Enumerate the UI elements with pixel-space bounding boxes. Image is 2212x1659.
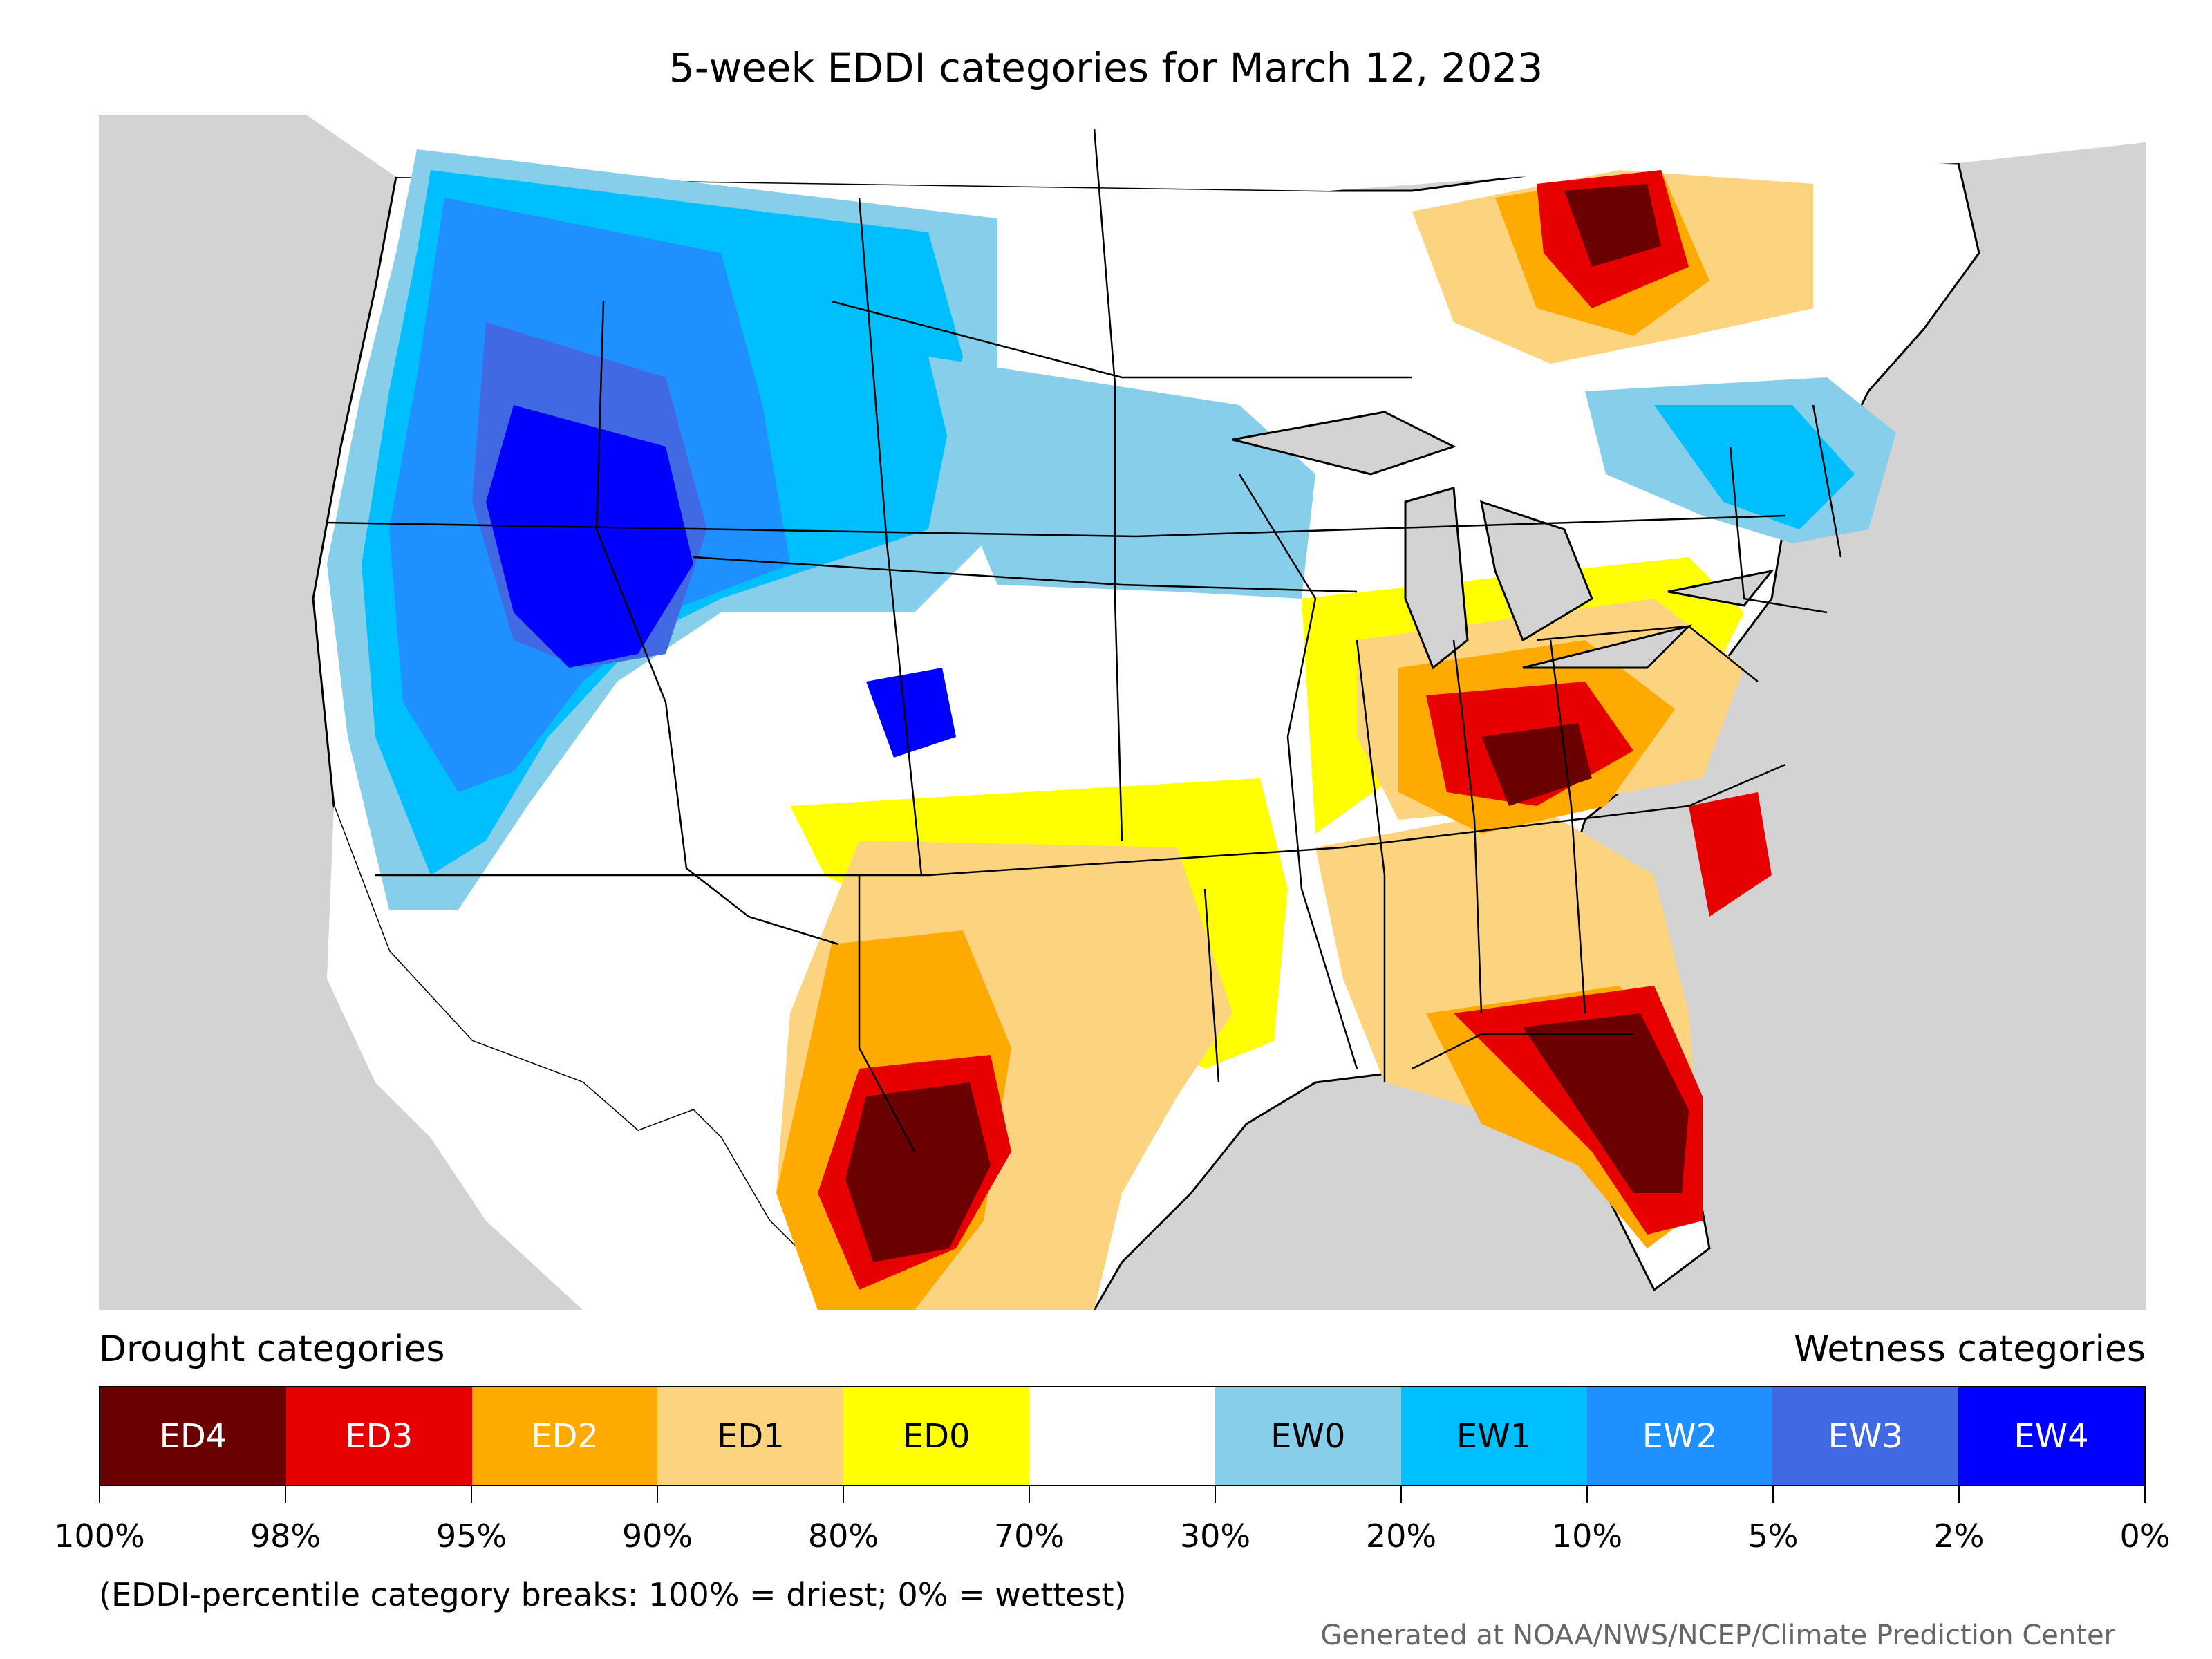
legend-ticks: [99, 1486, 2146, 1507]
legend-tick: [2144, 1486, 2146, 1503]
legend-break-label: 0%: [2119, 1517, 2171, 1555]
wet-ew4-colorado: [866, 668, 956, 758]
wet-ew1-northeast: [1654, 405, 1855, 529]
category-legend: ED4 ED3 ED2 ED1 ED0 EW0 EW1 EW2 EW3 EW4: [99, 1386, 2146, 1486]
eddi-map: [99, 115, 2146, 1310]
legend-break-label: 20%: [1365, 1517, 1437, 1555]
legend-cell-normal: [1029, 1387, 1215, 1485]
legend-cell-ew3: EW3: [1772, 1387, 1959, 1485]
great-lakes: [1232, 411, 1774, 670]
state-borders: [326, 128, 1842, 1152]
legend-break-label: 98%: [250, 1517, 321, 1555]
legend-break-label: 5%: [1747, 1517, 1799, 1555]
legend-tick: [1400, 1486, 1402, 1503]
legend-tick: [1958, 1486, 1960, 1503]
legend-tick: [471, 1486, 472, 1503]
dry-ed4-canada: [1564, 184, 1661, 267]
wet-ew0-plains: [928, 357, 1315, 599]
legend-cell-ed1: ED1: [657, 1387, 844, 1485]
wet-ew4-west: [486, 405, 693, 668]
legend-tick: [843, 1486, 844, 1503]
dry-ed3-carolina: [1689, 792, 1772, 917]
legend-cell-ew1: EW1: [1400, 1387, 1587, 1485]
legend-tick: [1772, 1486, 1774, 1503]
legend-break-label: 30%: [1179, 1517, 1251, 1555]
legend-break-label: 2%: [1933, 1517, 1985, 1555]
wetness-categories-heading: Wetness categories: [1794, 1329, 2146, 1370]
mexico-land: [327, 806, 859, 1310]
legend-cell-ew0: EW0: [1215, 1387, 1401, 1485]
legend-break-label: 90%: [621, 1517, 693, 1555]
legend-cell-ew2: EW2: [1586, 1387, 1773, 1485]
legend-cell-ed4: ED4: [100, 1387, 286, 1485]
legend-cell-ew4: EW4: [1958, 1387, 2144, 1485]
map-title: 5-week EDDI categories for March 12, 202…: [668, 44, 1544, 91]
legend-cell-ed2: ED2: [471, 1387, 658, 1485]
canada-land: [237, 115, 2146, 191]
legend-break-label: 70%: [993, 1517, 1065, 1555]
legend-tick: [657, 1486, 658, 1503]
dry-ed4-southeast: [1523, 1013, 1689, 1193]
legend-break-label: 100%: [54, 1517, 145, 1555]
legend-tick: [285, 1486, 286, 1503]
legend-break-label: 10%: [1551, 1517, 1623, 1555]
drought-categories-heading: Drought categories: [99, 1329, 445, 1370]
legend-tick: [1029, 1486, 1030, 1503]
legend-tick: [99, 1486, 100, 1503]
legend-break-label: 80%: [807, 1517, 879, 1555]
footnote: (EDDI-percentile category breaks: 100% =…: [99, 1576, 1127, 1613]
dry-ed4-texas: [845, 1082, 991, 1262]
legend-cell-ed0: ED0: [843, 1387, 1030, 1485]
legend-break-label: 95%: [435, 1517, 507, 1555]
legend-tick: [1215, 1486, 1216, 1503]
credit-line: Generated at NOAA/NWS/NCEP/Climate Predi…: [1320, 1620, 2115, 1651]
legend-cell-ed3: ED3: [285, 1387, 472, 1485]
legend-tick: [1586, 1486, 1588, 1503]
